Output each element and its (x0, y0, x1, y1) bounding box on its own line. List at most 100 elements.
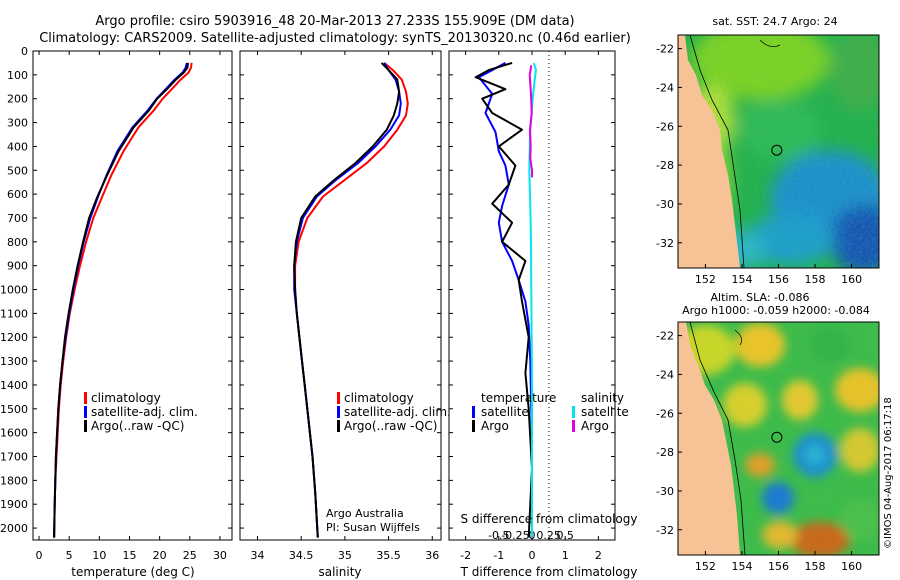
depth-tick-label: 1900 (0, 498, 28, 511)
salinity-curves (293, 62, 409, 538)
legend-swatch-t-satellite (472, 406, 475, 418)
temperature-x-tick-label: 30 (213, 549, 227, 562)
map-lat-tick-label: -32 (656, 237, 674, 250)
map-lon-tick-label: 152 (695, 560, 716, 573)
depth-tick-label: 1400 (0, 379, 28, 392)
map-lat-tick-label: -26 (656, 407, 674, 420)
difference-x-tick-label: 0 (529, 549, 536, 562)
salinity-legend: climatology satellite-adj. clim. Argo(..… (337, 391, 451, 433)
depth-tick-label: 1100 (0, 307, 28, 320)
depth-tick-label: 1800 (0, 474, 28, 487)
sla-map: Altim. SLA: -0.086 Argo h1000: -0.059 h2… (656, 291, 880, 573)
sst-map-title: sat. SST: 24.7 Argo: 24 (712, 15, 837, 28)
imos-credit: ©IMOS 04-Aug-2017 06:17:18 (883, 397, 894, 549)
temperature-axes (32, 50, 233, 541)
series-line-argo-raw-qc- (293, 62, 401, 538)
salinity-difference-tick-label: -0.5 (488, 529, 509, 542)
depth-tick-label: 1000 (0, 284, 28, 297)
legend-label-climatology: climatology (344, 391, 414, 405)
depth-tick-label: 100 (7, 69, 28, 82)
temperature-curves (53, 62, 193, 538)
temperature-x-tick-label: 10 (92, 549, 106, 562)
map-lat-tick-label: -26 (656, 120, 674, 133)
depth-tick-label: 500 (7, 164, 28, 177)
sla-map-ticks: 152 154 156 158 160 -22 -24 -26 -28 -30 -32 (656, 330, 862, 573)
legend-salinity-heading: salinity (581, 391, 624, 405)
series-line-s-argo (528, 65, 533, 178)
map-lon-tick-label: 160 (841, 273, 862, 286)
series-line-satellite-adj-clim- (293, 62, 402, 538)
map-lon-tick-label: 158 (805, 560, 826, 573)
series-line-climatology (53, 62, 193, 538)
depth-tick-label: 600 (7, 188, 28, 201)
depth-tick-label: 700 (7, 212, 28, 225)
map-lon-tick-label: 154 (731, 273, 752, 286)
series-line-argo-raw-qc- (53, 62, 189, 538)
legend-s-satellite: satellite (581, 405, 629, 419)
map-lat-tick-label: -28 (656, 159, 674, 172)
depth-tick-label: 300 (7, 117, 28, 130)
legend-temperature-heading: temperature (481, 391, 556, 405)
sst-map: sat. SST: 24.7 Argo: 24 152 154 156 158 160 -… (656, 15, 880, 286)
legend-label-argo: Argo(..raw -QC) (344, 419, 437, 433)
series-line-t-satellite (477, 62, 533, 538)
legend-label-satellite: satellite-adj. clim. (344, 405, 451, 419)
figure-title-line2: Climatology: CARS2009. Satellite-adjuste… (39, 31, 631, 46)
map-lon-tick-label: 154 (731, 560, 752, 573)
map-lat-tick-label: -22 (656, 330, 674, 343)
series-line-satellite-adj-clim- (53, 62, 188, 538)
depth-tick-label: 1300 (0, 355, 28, 368)
legend-swatch-climatology (84, 392, 87, 404)
legend-swatch-argo (337, 420, 340, 432)
legend-swatch-climatology (337, 392, 340, 404)
legend-t-argo: Argo (481, 419, 509, 433)
series-line-t-argo (474, 61, 533, 538)
salinity-x-tick-label: 34 (250, 549, 264, 562)
legend-swatch-argo (84, 420, 87, 432)
temperature-xlabel: temperature (deg C) (71, 565, 194, 579)
map-lat-tick-label: -28 (656, 446, 674, 459)
depth-tick-label: 1500 (0, 403, 28, 416)
salinity-xlabel: salinity (318, 565, 361, 579)
salinity-x-tick-label: 35.5 (376, 549, 401, 562)
temperature-x-tick-label: 25 (183, 549, 197, 562)
temperature-x-tick-label: 0 (36, 549, 43, 562)
legend-swatch-satellite (337, 406, 340, 418)
figure-title-line1: Argo profile: csiro 5903916_48 20-Mar-20… (95, 14, 574, 29)
depth-tick-label: 1600 (0, 427, 28, 440)
series-line-climatology (294, 62, 409, 538)
legend-swatch-s-argo (572, 420, 575, 432)
temperature-x-tick-label: 5 (66, 549, 73, 562)
salinity-difference-tick-label: -0.25 (501, 529, 529, 542)
legend-swatch-satellite (84, 406, 87, 418)
sla-map-title-line2: Argo h1000: -0.059 h2000: -0.084 (682, 304, 870, 317)
legend-swatch-t-argo (472, 420, 475, 432)
depth-tick-label: 0 (21, 45, 28, 58)
salinity-x-tick-label: 35 (338, 549, 352, 562)
difference-x-tick-label: -2 (460, 549, 471, 562)
difference-xlabel: T difference from climatology (460, 565, 638, 579)
salinity-difference-tick-label: 0.5 (556, 529, 574, 542)
series-line-s-satellite (528, 62, 537, 538)
map-lat-tick-label: -30 (656, 485, 674, 498)
salinity-x-tick-label: 34.5 (289, 549, 314, 562)
legend-t-satellite: satellite (481, 405, 529, 419)
sla-map-title-line1: Altim. SLA: -0.086 (710, 291, 809, 304)
depth-tick-label: 800 (7, 236, 28, 249)
map-lat-tick-label: -24 (656, 81, 674, 94)
sst-map-ticks: 152 154 156 158 160 -22 -24 -26 -28 -30 -32 (656, 43, 862, 286)
salinity-axes (239, 50, 442, 541)
depth-tick-label: 900 (7, 260, 28, 273)
depth-tick-label: 1700 (0, 451, 28, 464)
depth-tick-label: 200 (7, 93, 28, 106)
legend-label-satellite: satellite-adj. clim. (91, 405, 198, 419)
map-lon-tick-label: 156 (768, 273, 789, 286)
map-lon-tick-label: 156 (768, 560, 789, 573)
legend-label-climatology: climatology (91, 391, 161, 405)
difference-x-tick-label: 1 (562, 549, 569, 562)
difference-curves (474, 61, 537, 538)
argo-australia-annotation: Argo Australia (326, 507, 404, 520)
pi-annotation: PI: Susan Wijffels (326, 521, 420, 534)
legend-label-argo: Argo(..raw -QC) (91, 419, 184, 433)
temperature-legend: climatology satellite-adj. clim. Argo(..… (84, 391, 198, 433)
